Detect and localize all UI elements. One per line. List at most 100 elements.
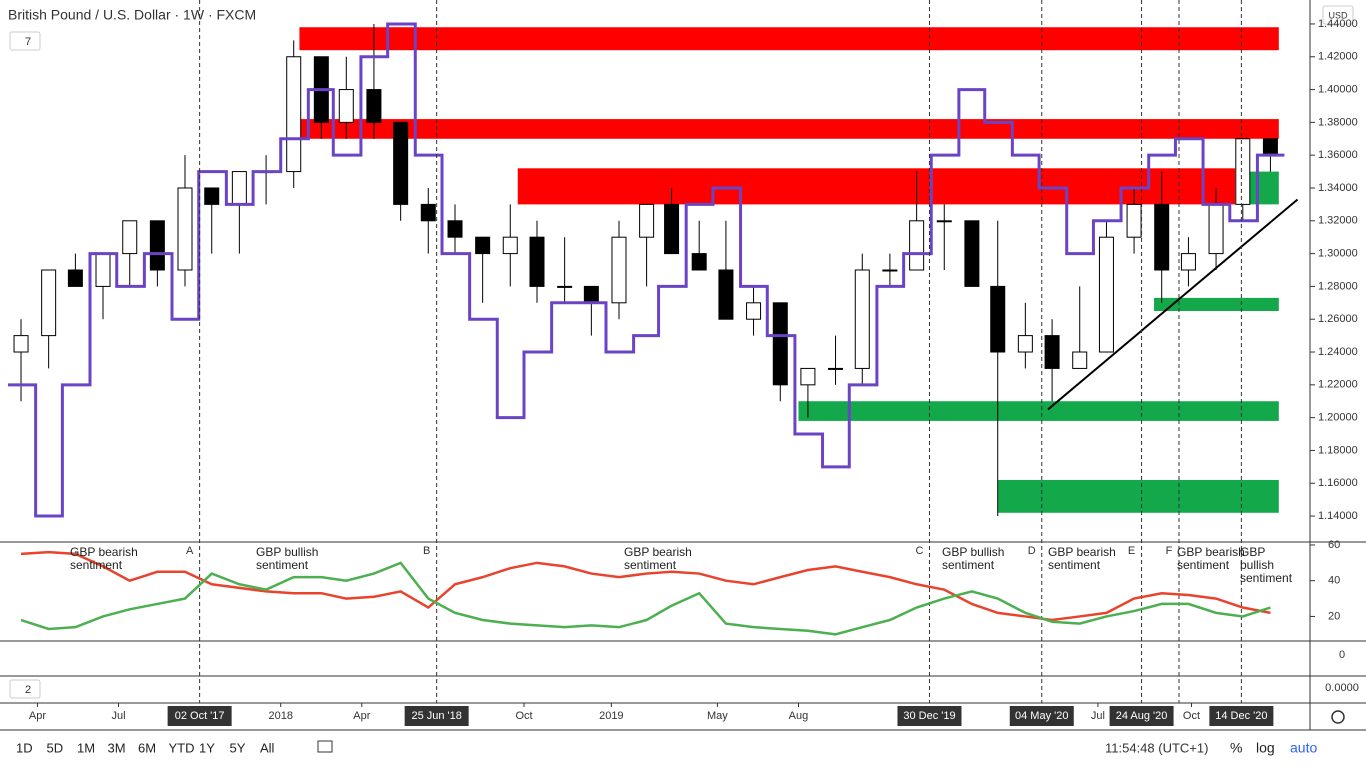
candle-body xyxy=(13,335,29,353)
candle-body xyxy=(828,367,844,370)
y-tick-label: 1.16000 xyxy=(1318,477,1358,489)
candle-body xyxy=(1235,138,1251,205)
sentiment-annotation: GBP bearish sentiment xyxy=(1048,545,1116,572)
range-button[interactable]: 1Y xyxy=(199,740,215,755)
y-tick-label: 1.32000 xyxy=(1318,215,1358,227)
event-label-box xyxy=(404,706,469,726)
candle-body xyxy=(1098,236,1114,353)
x-tick-label: Oct xyxy=(1183,710,1200,722)
sentiment-tick-label: 60 xyxy=(1328,539,1340,551)
range-button[interactable]: 6M xyxy=(138,740,156,755)
pane4-tick: 0.0000 xyxy=(1325,682,1359,694)
event-letter: D xyxy=(1028,545,1036,557)
range-button[interactable]: 5D xyxy=(47,740,64,755)
candle-body xyxy=(366,89,382,123)
candle-body xyxy=(557,285,573,288)
sentiment-annotation: GBP bearish sentiment xyxy=(70,545,138,572)
axis-option[interactable]: log xyxy=(1256,740,1275,756)
candle-body xyxy=(718,269,734,320)
currency: USD xyxy=(1328,10,1348,20)
candle-body xyxy=(475,236,491,255)
sentiment-annotation: GBP bearish sentiment xyxy=(624,545,692,572)
event-letter: A xyxy=(186,545,194,557)
candle-body xyxy=(990,285,1006,353)
y-tick-label: 1.40000 xyxy=(1318,83,1358,95)
range-button[interactable]: 3M xyxy=(108,740,126,755)
candle-body xyxy=(691,253,707,271)
candle-body xyxy=(611,236,627,304)
zone xyxy=(517,168,1236,205)
candle-body xyxy=(1044,335,1060,369)
range-button[interactable]: 1M xyxy=(77,740,95,755)
event-label: 24 Aug '20 xyxy=(1116,710,1168,722)
candle-body xyxy=(800,367,816,386)
range-button[interactable]: All xyxy=(260,740,275,755)
candle-body xyxy=(854,269,870,369)
event-letter: E xyxy=(1128,545,1135,557)
candle-body xyxy=(149,220,165,271)
currency-box[interactable] xyxy=(1322,5,1354,25)
y-tick-label: 1.24000 xyxy=(1318,346,1358,358)
clock: 11:54:48 (UTC+1) xyxy=(1105,740,1208,755)
candle-body xyxy=(67,269,83,287)
icon-part xyxy=(317,740,333,753)
candle-body xyxy=(639,203,655,238)
trendline xyxy=(1047,198,1299,411)
candle-body xyxy=(664,203,680,255)
x-tick-label: Oct xyxy=(515,710,532,722)
event-label: 02 Oct '17 xyxy=(175,710,225,722)
event-label-box xyxy=(167,706,232,726)
event-label-box xyxy=(1109,706,1174,726)
candle-body xyxy=(177,187,193,271)
sentiment-annotation: GBP bearish sentiment xyxy=(1177,545,1245,572)
zone xyxy=(798,401,1279,421)
x-tick-label: 2018 xyxy=(268,710,292,722)
candle-body xyxy=(964,220,980,287)
candle-body xyxy=(529,236,545,287)
candle-body xyxy=(1180,253,1196,271)
range-button[interactable]: YTD xyxy=(169,740,195,755)
y-tick-label: 1.26000 xyxy=(1318,313,1358,325)
sentiment-tick-label: 20 xyxy=(1328,610,1340,622)
candle-body xyxy=(338,89,354,123)
pane-label: 7 xyxy=(25,36,31,48)
zone xyxy=(998,479,1279,513)
x-tick-label: Jul xyxy=(1091,710,1105,722)
sentiment-annotation: GBP bullish sentiment xyxy=(256,545,319,572)
event-letter: B xyxy=(423,545,430,557)
sentiment-annotation: GBP bullish sentiment xyxy=(942,545,1005,572)
zone xyxy=(1154,297,1279,312)
candle-body xyxy=(420,203,436,222)
pane-label-box[interactable] xyxy=(9,679,41,699)
candle-body xyxy=(746,302,762,320)
y-tick-label: 1.28000 xyxy=(1318,280,1358,292)
y-tick-label: 1.36000 xyxy=(1318,149,1358,161)
compare-icon[interactable] xyxy=(317,740,333,753)
x-tick-label: Apr xyxy=(353,710,370,722)
pane-label-box[interactable] xyxy=(9,31,41,51)
zone xyxy=(299,27,1279,51)
candle-body xyxy=(772,302,788,386)
candle-body xyxy=(231,171,247,205)
x-tick-label: Apr xyxy=(29,710,46,722)
event-label-box xyxy=(897,706,962,726)
candle-body xyxy=(502,236,518,255)
event-letter: F xyxy=(1166,545,1173,557)
settings-icon[interactable] xyxy=(1331,710,1345,724)
event-letter: C xyxy=(915,545,923,557)
event-label: 14 Dec '20 xyxy=(1215,710,1267,722)
axis-option[interactable]: % xyxy=(1230,740,1242,756)
range-button[interactable]: 5Y xyxy=(230,740,246,755)
axis-option[interactable]: auto xyxy=(1290,740,1317,756)
y-tick-label: 1.20000 xyxy=(1318,412,1358,424)
candle-body xyxy=(909,220,925,271)
sentiment-annotation: GBP bullish sentiment xyxy=(1240,545,1293,585)
sentiment-line xyxy=(20,561,1271,636)
x-tick-label: Aug xyxy=(789,710,809,722)
range-button[interactable]: 1D xyxy=(16,740,33,755)
y-tick-label: 1.38000 xyxy=(1318,116,1358,128)
chart-title: British Pound / U.S. Dollar · 1W · FXCM xyxy=(8,7,256,23)
candle-body xyxy=(1017,335,1033,353)
